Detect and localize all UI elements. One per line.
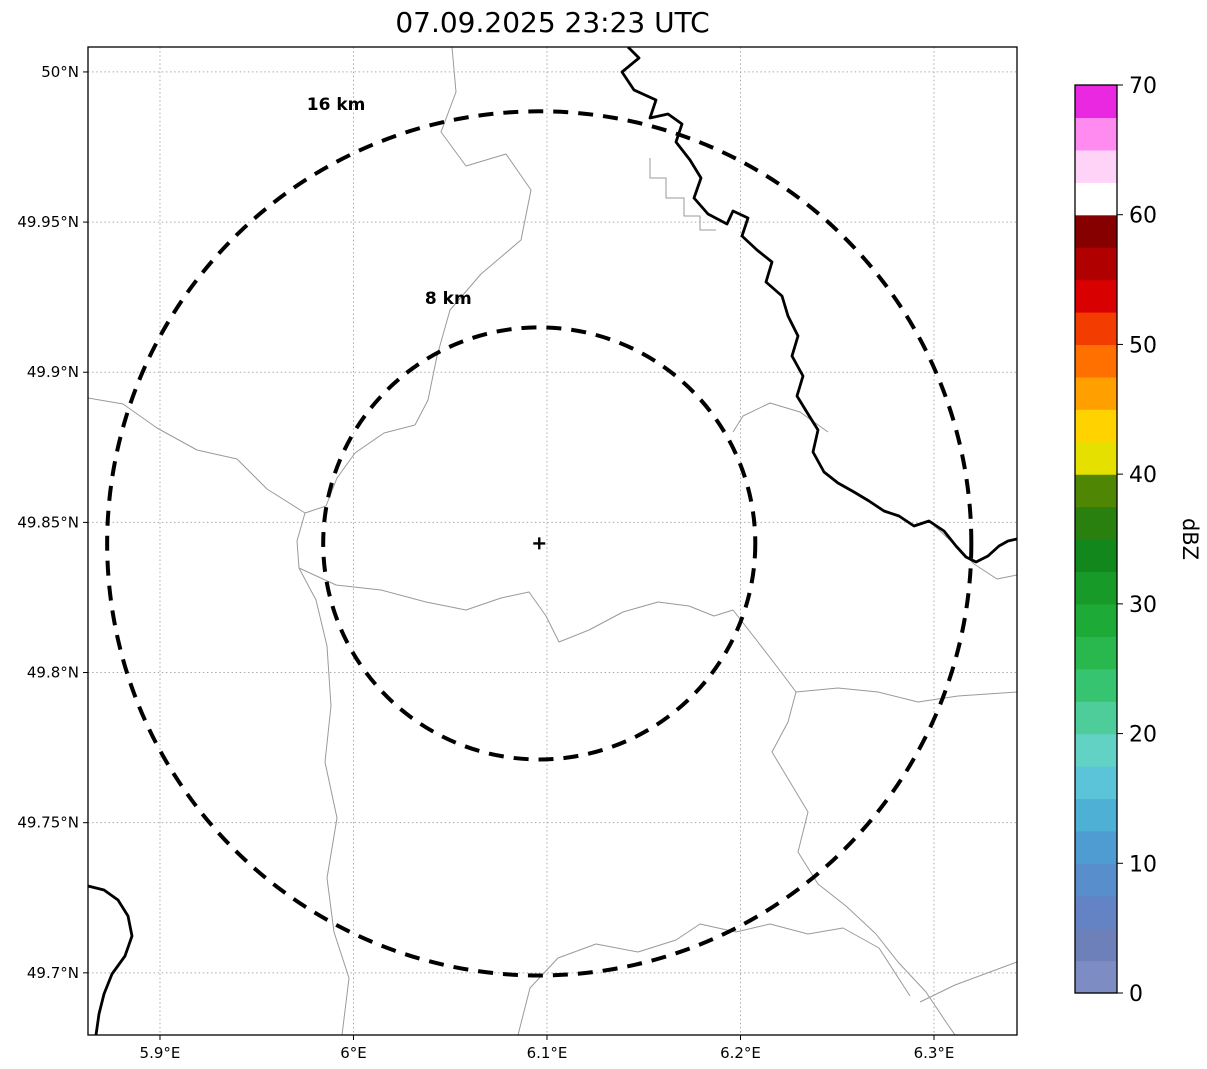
colorbar-tick-label: 70 xyxy=(1129,74,1157,99)
grid xyxy=(88,47,1017,1035)
y-tick-label: 49.95°N xyxy=(17,213,79,231)
x-tick-label: 6.2°E xyxy=(720,1044,761,1062)
colorbar-segment xyxy=(1075,149,1117,183)
colorbar-segment xyxy=(1075,830,1117,864)
river-border-line xyxy=(620,47,1017,564)
x-tick-label: 6.1°E xyxy=(527,1044,568,1062)
admin-boundary xyxy=(732,402,829,433)
y-tick-label: 49.9°N xyxy=(27,363,79,381)
y-tick-label: 49.8°N xyxy=(27,664,79,682)
admin-boundary xyxy=(298,567,734,643)
colorbar-segment xyxy=(1075,376,1117,410)
colorbar-segment xyxy=(1075,733,1117,767)
admin-boundary xyxy=(88,397,306,514)
colorbar-label: dBZ xyxy=(1178,518,1202,560)
x-tick-label: 6.3°E xyxy=(914,1044,955,1062)
map-layers xyxy=(88,47,1017,1035)
colorbar-tick-label: 60 xyxy=(1129,204,1157,229)
colorbar-segment xyxy=(1075,863,1117,897)
colorbar-segment xyxy=(1075,85,1117,119)
colorbar: 0 10 20 30 40 50 60 70 dBZ xyxy=(1074,74,1202,1007)
colorbar-segment xyxy=(1075,279,1117,313)
ring-label: 8 km xyxy=(425,289,472,309)
colorbar-tick-label: 0 xyxy=(1129,982,1143,1007)
colorbar-segment xyxy=(1075,571,1117,605)
y-tick-label: 49.85°N xyxy=(17,513,79,531)
colorbar-tick-label: 40 xyxy=(1129,463,1157,488)
colorbar-segment xyxy=(1075,409,1117,443)
colorbar-segment xyxy=(1075,344,1117,378)
colorbar-segment xyxy=(1075,441,1117,475)
admin-boundary xyxy=(919,961,1017,1003)
range-ring-16km xyxy=(105,109,974,978)
river-border-line xyxy=(88,884,134,1035)
colorbar-tick-label: 20 xyxy=(1129,723,1157,748)
colorbar-segment xyxy=(1075,474,1117,508)
colorbar-segment xyxy=(1075,798,1117,832)
colorbar-segment xyxy=(1075,312,1117,346)
colorbar-segment xyxy=(1075,636,1117,670)
colorbar-segment xyxy=(1075,928,1117,962)
chart-title: 07.09.2025 23:23 UTC xyxy=(395,6,710,39)
colorbar-segment xyxy=(1075,960,1117,994)
colorbar-segment xyxy=(1075,214,1117,248)
colorbar-segment xyxy=(1075,117,1117,151)
admin-boundary xyxy=(928,520,1017,580)
colorbar-segment xyxy=(1075,247,1117,281)
colorbar-segment xyxy=(1075,895,1117,929)
radar-center-marker xyxy=(533,537,546,550)
colorbar-segment xyxy=(1075,539,1117,573)
admin-boundary xyxy=(414,47,532,426)
colorbar-segment xyxy=(1075,701,1117,735)
x-tick-label: 5.9°E xyxy=(140,1044,181,1062)
colorbar-tick-label: 30 xyxy=(1129,593,1157,618)
admin-boundary xyxy=(517,923,911,1035)
colorbar-border xyxy=(1074,84,1118,994)
y-tick-label: 50°N xyxy=(41,63,79,81)
colorbar-segment xyxy=(1075,182,1117,216)
range-ring-8km xyxy=(321,325,758,762)
x-tick-label: 6°E xyxy=(340,1044,367,1062)
admin-boundary xyxy=(732,609,956,1035)
colorbar-segment xyxy=(1075,766,1117,800)
colorbar-segment xyxy=(1075,603,1117,637)
admin-boundary xyxy=(795,687,1017,703)
admin-boundary xyxy=(296,424,416,1035)
plot-border xyxy=(87,46,1018,1036)
colorbar-tick-label: 50 xyxy=(1129,333,1157,358)
admin-boundary xyxy=(649,158,716,231)
y-tick-label: 49.75°N xyxy=(17,814,79,832)
colorbar-segment xyxy=(1075,506,1117,540)
colorbar-tick-label: 10 xyxy=(1129,852,1157,877)
y-tick-label: 49.7°N xyxy=(27,964,79,982)
colorbar-segment xyxy=(1075,668,1117,702)
ring-label: 16 km xyxy=(307,95,366,115)
